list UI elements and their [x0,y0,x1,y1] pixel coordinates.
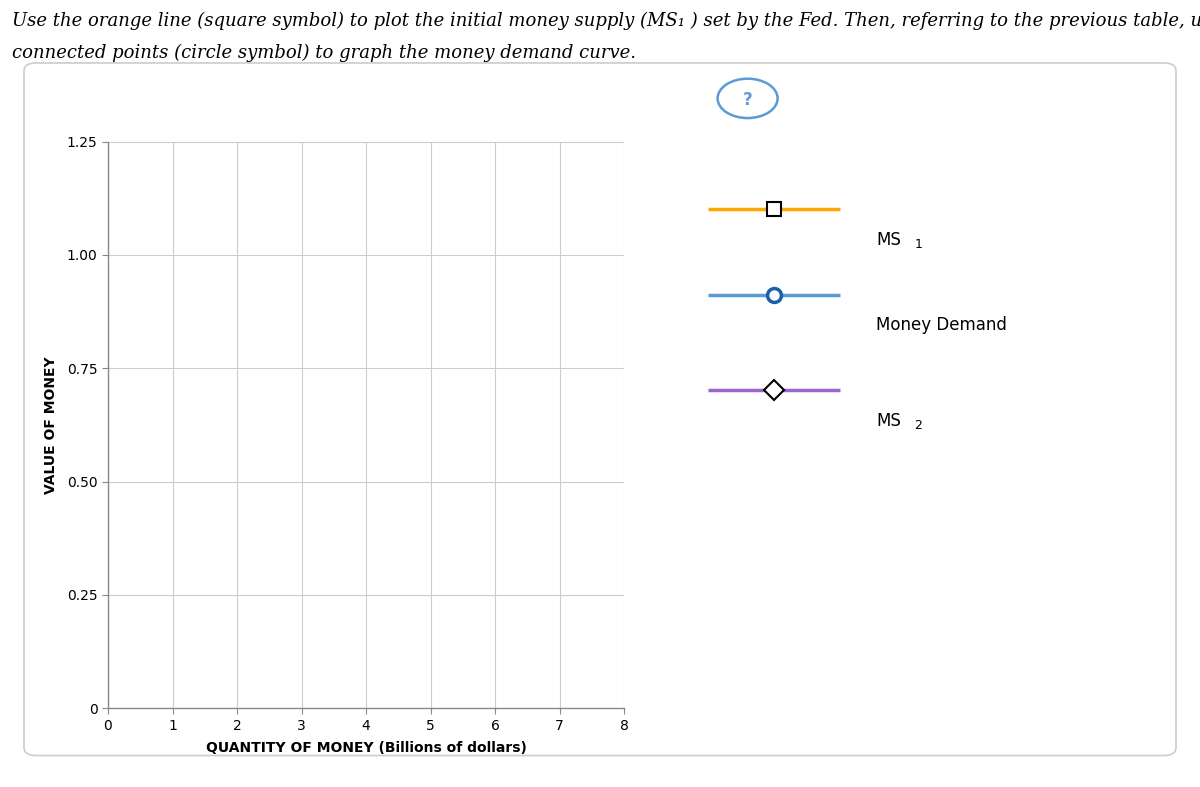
Text: MS: MS [876,412,901,430]
Text: Money Demand: Money Demand [876,316,1007,334]
Text: ?: ? [743,91,752,109]
Text: 2: 2 [914,419,923,432]
Text: connected points (circle symbol) to graph the money demand curve.: connected points (circle symbol) to grap… [12,43,636,61]
Y-axis label: VALUE OF MONEY: VALUE OF MONEY [44,357,59,493]
Text: MS: MS [876,231,901,249]
Text: 1: 1 [914,238,923,251]
Text: Use the orange line (square symbol) to plot the initial money supply (MS₁ ) set : Use the orange line (square symbol) to p… [12,12,1200,30]
X-axis label: QUANTITY OF MONEY (Billions of dollars): QUANTITY OF MONEY (Billions of dollars) [205,741,527,755]
